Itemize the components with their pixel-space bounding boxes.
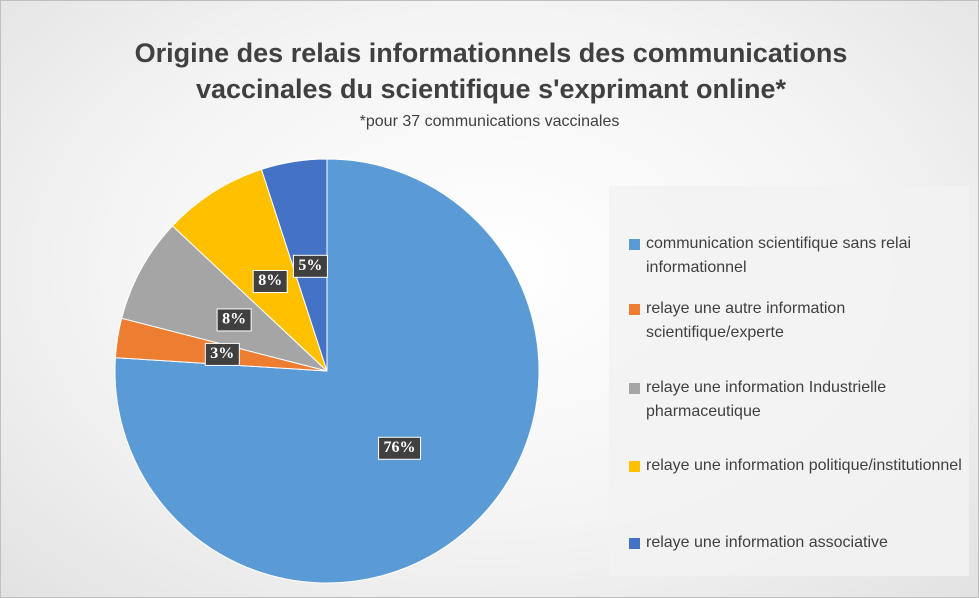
legend-item: communication scientifique sans relai in…: [629, 232, 971, 280]
data-label: 76%: [378, 436, 422, 460]
legend: communication scientifique sans relai in…: [609, 186, 969, 576]
data-label-box: [204, 342, 240, 366]
legend-swatch: [629, 538, 640, 549]
legend-item: relaye une information politique/institu…: [629, 454, 971, 478]
legend-label: relaye une autre information scientifiqu…: [646, 300, 846, 341]
legend-swatch: [629, 239, 640, 250]
data-label-box: [252, 270, 288, 294]
data-label-text: 8%: [222, 311, 246, 328]
legend-item: relaye une information Industrielle phar…: [629, 376, 971, 424]
pie-slice: [171, 168, 328, 372]
legend-item: relaye une information associative: [629, 531, 971, 555]
data-label-text: 3%: [210, 345, 234, 362]
data-label-text: 76%: [384, 439, 416, 456]
data-label: 5%: [292, 254, 328, 278]
pie-slice: [121, 225, 328, 372]
legend-swatch: [629, 461, 640, 472]
data-label: 3%: [204, 342, 240, 366]
chart-subtitle: *pour 37 communications vaccinales: [359, 113, 620, 130]
legend-label: communication scientifique sans relai in…: [646, 235, 912, 276]
data-label-text: 8%: [258, 272, 282, 289]
legend-swatch: [629, 304, 640, 315]
data-label-text: 5%: [298, 257, 322, 274]
data-label: 8%: [216, 308, 252, 332]
pie-slice: [114, 158, 540, 584]
legend-item: relaye une autre information scientifiqu…: [629, 297, 971, 345]
data-label-box: [378, 436, 422, 460]
data-label-box: [216, 308, 252, 332]
legend-label: relaye une information politique/institu…: [646, 457, 962, 474]
data-label-box: [292, 254, 328, 278]
legend-swatch: [629, 383, 640, 394]
legend-label: relaye une information associative: [646, 534, 888, 551]
chart-title: Origine des relais informationnels des c…: [134, 38, 848, 104]
legend-label: relaye une information Industrielle phar…: [646, 379, 887, 420]
data-label: 8%: [252, 270, 288, 294]
